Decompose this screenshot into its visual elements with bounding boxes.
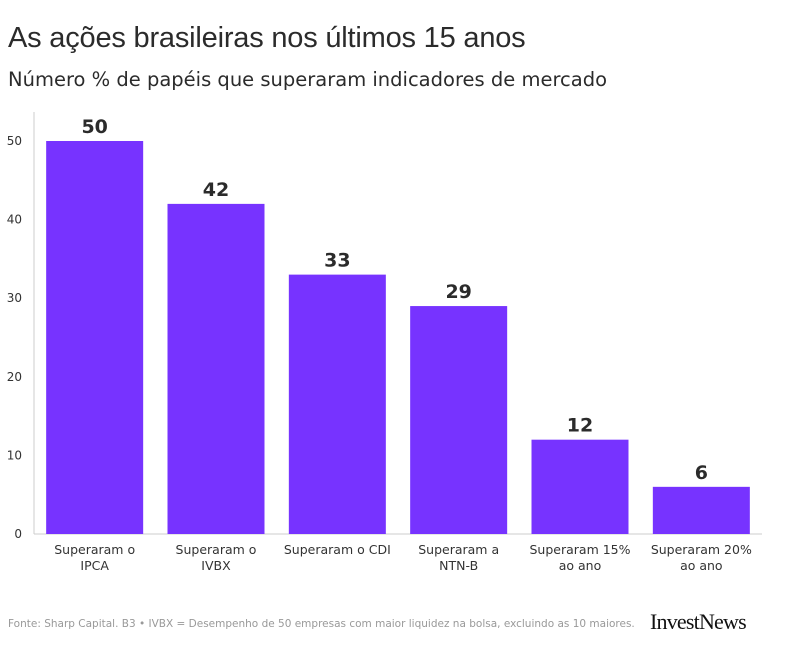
bars <box>46 141 750 534</box>
y-tick-label: 20 <box>7 370 22 384</box>
category-label-line: Superaram a <box>418 542 499 557</box>
category-label-line: NTN-B <box>439 558 478 573</box>
category-label-line: IVBX <box>201 558 231 573</box>
bar <box>531 439 629 534</box>
data-label: 6 <box>695 462 708 484</box>
data-label: 33 <box>324 250 350 272</box>
y-tick-label: 30 <box>7 291 22 305</box>
bar <box>46 141 144 534</box>
brand-logo: InvestNews <box>650 609 747 634</box>
data-labels: 50 42 33 29 12 6 <box>81 116 708 484</box>
data-label: 12 <box>567 415 593 437</box>
category-label-line: Superaram o <box>176 542 257 557</box>
data-label: 50 <box>81 116 107 138</box>
y-tick-label: 10 <box>7 448 22 462</box>
data-label: 29 <box>445 281 471 303</box>
category-label-line: ao ano <box>559 558 602 573</box>
y-tick-label: 40 <box>7 213 22 227</box>
y-tick-label: 0 <box>14 527 22 541</box>
y-axis-ticks: 0 10 20 30 40 50 <box>7 134 22 541</box>
category-label-line: Superaram o <box>54 542 135 557</box>
category-label: Superaram o IPCA <box>54 542 135 573</box>
category-label-line: Superaram o CDI <box>284 542 391 557</box>
bar <box>167 203 265 534</box>
category-label-line: IPCA <box>80 558 109 573</box>
category-label: Superaram o IVBX <box>176 542 257 573</box>
data-label: 42 <box>203 179 229 201</box>
chart-title: As ações brasileiras nos últimos 15 anos <box>8 22 526 54</box>
chart-subtitle: Número % de papéis que superaram indicad… <box>8 68 608 91</box>
y-tick-label: 50 <box>7 134 22 148</box>
category-label: Superaram 15% ao ano <box>529 542 630 573</box>
category-label: Superaram 20% ao ano <box>651 542 752 573</box>
bar <box>288 274 386 534</box>
bar <box>652 486 750 534</box>
category-label: Superaram a NTN-B <box>418 542 499 573</box>
source-footnote: Fonte: Sharp Capital. B3 • IVBX = Desemp… <box>8 618 635 630</box>
category-label-line: Superaram 20% <box>651 542 752 557</box>
category-label-line: Superaram 15% <box>529 542 630 557</box>
category-label: Superaram o CDI <box>284 542 391 557</box>
bar <box>410 306 508 534</box>
category-label-line: ao ano <box>680 558 723 573</box>
